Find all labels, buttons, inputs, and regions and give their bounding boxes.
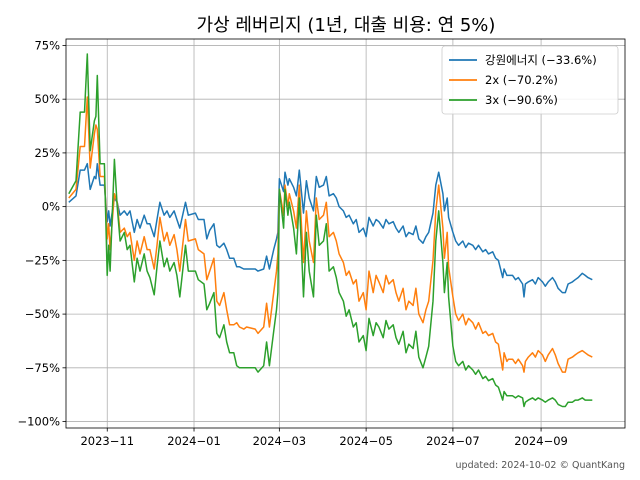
y-tick-label: 0% <box>42 200 60 214</box>
x-axis: 2023−11 2024−01 2024−03 2024−05 2024−07 2024−… <box>80 428 568 448</box>
legend-label-2: 2x (−70.2%) <box>485 73 558 87</box>
y-tick-label: −75% <box>25 361 60 375</box>
y-tick-label: 75% <box>34 38 60 52</box>
y-tick-label: −50% <box>25 307 60 321</box>
y-tick-label: −25% <box>25 253 60 267</box>
x-tick-label: 2024−07 <box>426 434 480 448</box>
x-tick-label: 2024−01 <box>167 434 221 448</box>
footer-credit: updated: 2024-10-02 © QuantKang <box>456 460 625 471</box>
y-axis: 75% 50% 25% 0% −25% −50% −75% −100% <box>17 38 66 429</box>
plot-area-frame <box>65 38 626 429</box>
series-line-2 <box>68 96 593 373</box>
legend-label-1: 강원에너지 (−33.6%) <box>485 53 597 67</box>
x-tick-label: 2023−11 <box>80 434 134 448</box>
legend-box <box>441 45 619 115</box>
y-tick-label: −100% <box>17 415 60 429</box>
x-tick-label: 2024−05 <box>339 434 393 448</box>
y-tick-label: 25% <box>34 146 60 160</box>
series-line-1 <box>68 162 593 298</box>
y-tick-label: 50% <box>34 92 60 106</box>
chart-title: 가상 레버리지 (1년, 대출 비용: 연 5%) <box>197 15 496 36</box>
x-tick-label: 2024−09 <box>514 434 568 448</box>
series-line-3 <box>68 53 593 408</box>
legend: 강원에너지 (−33.6%) 2x (−70.2%) 3x (−90.6%) <box>441 45 619 115</box>
legend-label-3: 3x (−90.6%) <box>485 93 558 107</box>
x-tick-label: 2024−03 <box>253 434 307 448</box>
series-group <box>68 53 593 408</box>
